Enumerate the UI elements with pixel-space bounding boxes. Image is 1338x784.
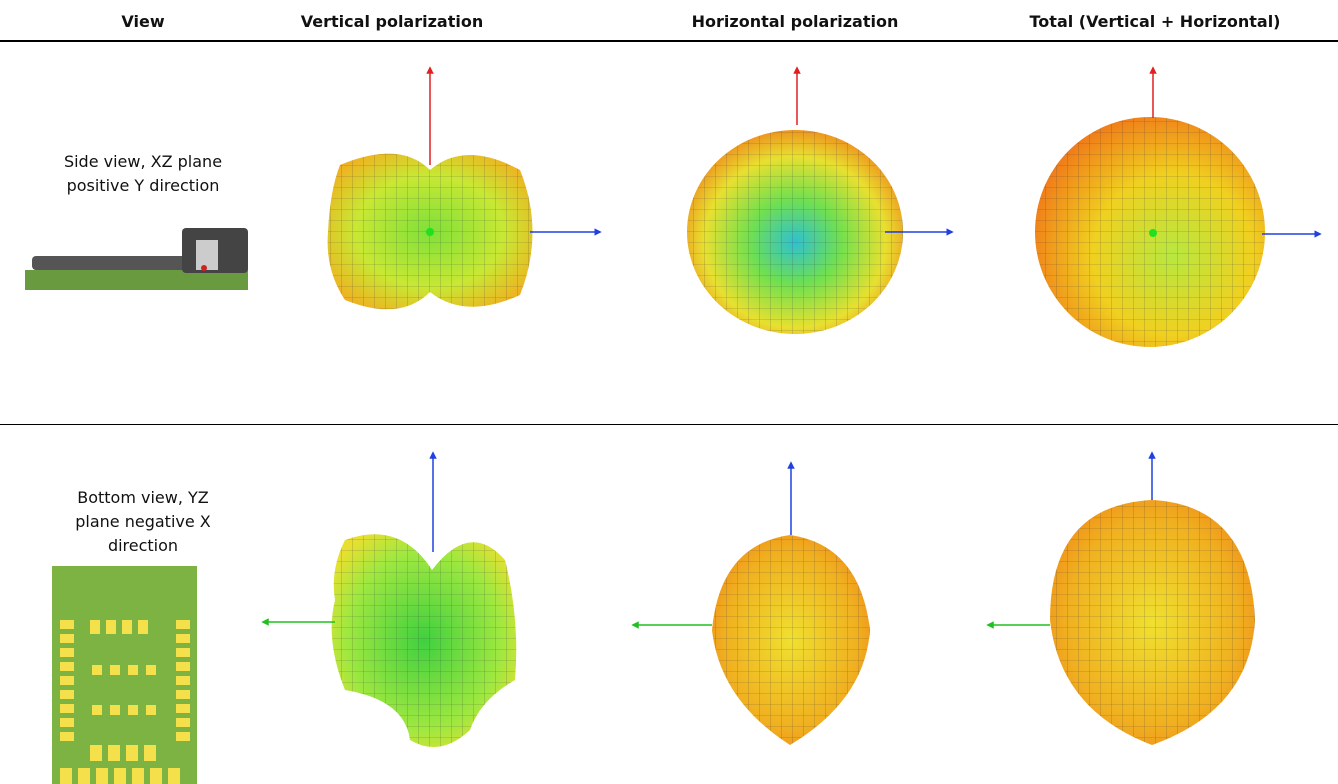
row-label: Side view, XZ plane positive Y direction <box>23 150 263 198</box>
label-line: Bottom view, YZ <box>77 488 209 507</box>
side-module <box>25 228 248 290</box>
row-rule <box>0 424 1338 425</box>
pattern-row1 <box>327 66 1322 347</box>
pattern-row2 <box>261 451 1255 748</box>
header-cell: Horizontal polarization <box>691 12 899 31</box>
label-line: direction <box>107 536 179 555</box>
label-line: positive Y direction <box>66 176 220 195</box>
header-cell: Total (Vertical + Horizontal) <box>1029 12 1281 31</box>
header-rule <box>0 40 1338 42</box>
header-cell: View <box>121 12 165 31</box>
label-line: plane negative X <box>75 512 211 531</box>
row-label: Bottom view, YZ plane negative X directi… <box>23 486 263 558</box>
bottom-module <box>52 566 197 784</box>
header-cell: Vertical polarization <box>300 12 484 31</box>
label-line: Side view, XZ plane <box>63 152 223 171</box>
